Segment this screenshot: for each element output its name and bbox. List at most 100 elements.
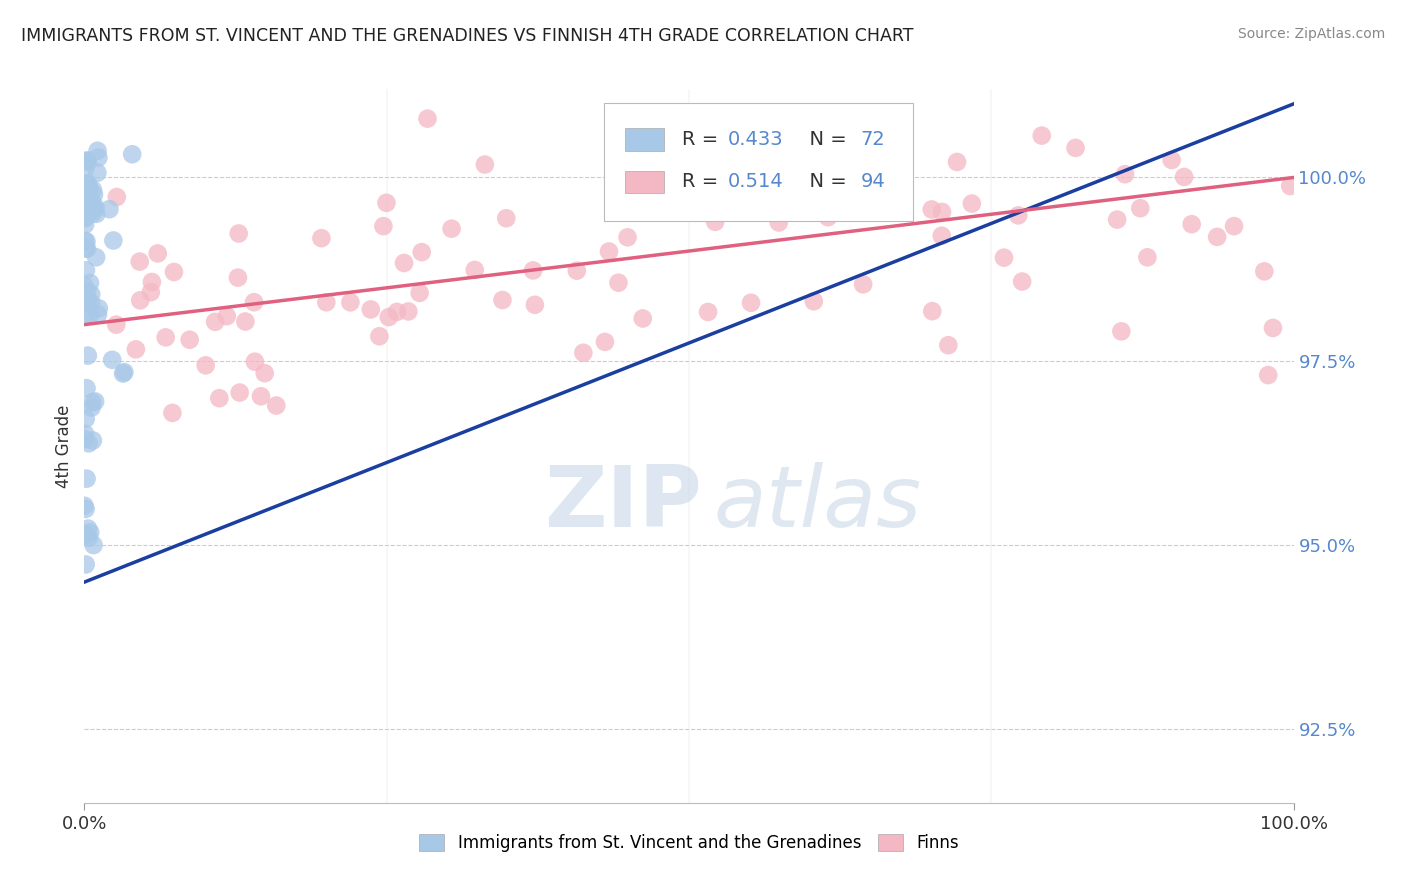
Point [378,310,401,325]
Point [75,199,97,213]
Text: R =: R = [682,129,724,149]
Point [76,242,98,256]
Point [860,192,883,206]
Point [250,389,273,403]
Point [76,153,98,168]
Point [226,270,249,285]
Point [103,234,125,248]
Point [891,132,914,146]
Point [73,194,96,209]
Point [311,231,333,245]
Point [598,244,620,259]
Point [392,256,415,270]
Y-axis label: 4th Grade: 4th Grade [55,404,73,488]
Point [243,295,266,310]
Point [79,276,101,290]
Point [408,285,430,300]
Text: atlas: atlas [713,461,921,545]
Point [75,411,97,425]
Point [931,228,953,243]
Point [1064,141,1087,155]
Point [75,263,97,277]
Point [163,265,186,279]
FancyBboxPatch shape [624,128,664,151]
Point [253,366,276,380]
Point [879,174,901,188]
Point [704,215,727,229]
Point [73,432,96,446]
Point [146,246,169,260]
Point [75,296,97,310]
Point [75,218,97,232]
Point [993,251,1015,265]
FancyBboxPatch shape [624,170,664,194]
Point [228,227,250,241]
Point [105,318,128,332]
Point [87,307,110,321]
Point [82,183,104,197]
Point [84,250,107,264]
Point [83,538,105,552]
Point [1253,264,1275,278]
Point [491,293,513,307]
Point [1261,321,1284,335]
Text: N =: N = [797,172,852,192]
Point [385,305,408,319]
Point [105,190,128,204]
Point [75,426,97,441]
Point [82,395,104,409]
Point [440,221,463,235]
Point [593,334,616,349]
Point [75,558,97,572]
Text: 0.433: 0.433 [728,129,783,149]
Point [1111,324,1133,338]
Point [179,333,201,347]
Point [1223,219,1246,234]
Point [1160,153,1182,167]
Point [235,314,257,328]
Point [76,183,98,197]
Point [396,304,419,318]
Point [86,144,108,158]
Point [631,311,654,326]
Point [77,198,100,212]
Legend: Immigrants from St. Vincent and the Grenadines, Finns: Immigrants from St. Vincent and the Gren… [412,827,966,859]
Point [76,185,98,199]
Point [75,161,97,176]
Point [228,385,250,400]
Text: N =: N = [797,129,852,149]
Point [139,285,162,300]
Point [84,201,107,215]
Point [73,187,96,202]
Point [215,309,238,323]
Point [76,202,98,217]
Point [141,275,163,289]
Point [817,211,839,225]
Point [375,195,398,210]
Point [204,315,226,329]
Point [1136,250,1159,264]
FancyBboxPatch shape [605,103,912,221]
Point [83,187,105,202]
Point [368,329,391,343]
Point [464,263,486,277]
Point [75,241,97,255]
Point [1173,169,1195,184]
Point [73,309,96,323]
Point [73,211,96,226]
Point [80,401,103,415]
Text: ZIP: ZIP [544,461,702,545]
Point [803,294,825,309]
Point [339,295,361,310]
Point [73,296,96,310]
Point [76,153,98,168]
Point [1257,368,1279,383]
Point [98,202,121,217]
Point [76,381,98,395]
Point [75,211,97,225]
Point [86,207,108,221]
Point [83,202,105,216]
Point [76,349,98,363]
Point [852,277,875,292]
Point [946,155,969,169]
